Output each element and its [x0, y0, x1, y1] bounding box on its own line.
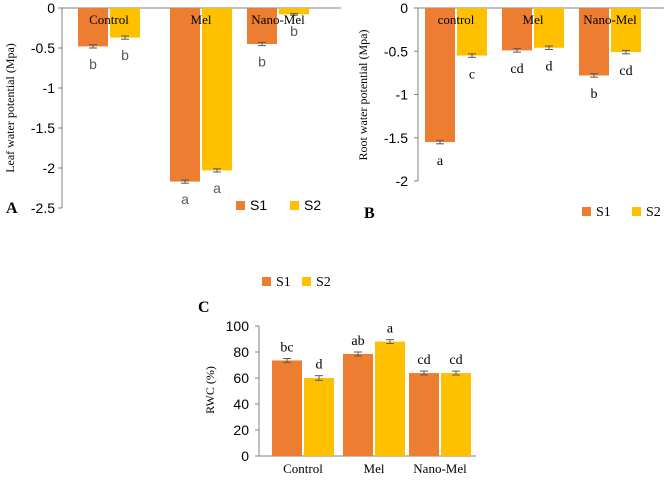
bar-s1-nano-mel [409, 373, 439, 456]
bar-s2-control [110, 8, 140, 38]
significance-letter: b [89, 56, 97, 72]
significance-letter: cd [449, 353, 462, 368]
significance-letter: b [591, 87, 598, 102]
bar-s1-mel [343, 353, 373, 456]
y-axis-title: RWC (%) [203, 366, 217, 414]
legend-label-s2: S2 [646, 205, 661, 220]
significance-letter: a [213, 180, 221, 196]
significance-letter: b [121, 47, 129, 63]
y-tick-label: -2.5 [31, 200, 55, 216]
y-axis-title: Leaf water potential (Mpa) [3, 43, 17, 173]
y-tick-label: 80 [233, 344, 249, 360]
y-tick-label: -1.5 [384, 130, 408, 146]
category-label: Nano-Mel [251, 12, 305, 27]
legend-swatch-s1 [582, 207, 591, 216]
significance-letter: d [316, 358, 323, 373]
legend-label-s1: S1 [596, 205, 611, 220]
significance-letter: ab [351, 334, 364, 349]
y-tick-label: 0 [47, 0, 55, 16]
significance-letter: cd [417, 353, 430, 368]
legend-label-s1: S1 [250, 197, 267, 213]
bar-s1-nano-mel [247, 8, 277, 44]
y-tick-label: -2 [43, 160, 56, 176]
legend-swatch-s2 [632, 207, 641, 216]
panel-label: A [6, 200, 18, 217]
bar-s1-mel [502, 8, 532, 51]
chart-panel-A: 0-0.5-1-1.5-2-2.5bbControlaaMelbbNano-Me… [3, 0, 341, 217]
chart-panel-B: 0 -0.5 -1 -1.5 -2 a c control cd d Mel b cd Nano-Mel R… [356, 0, 664, 222]
bar-s1-control [78, 8, 108, 47]
chart-panel-C: 0 20 40 60 80 100 bc d Control ab a Mel cd cd Nano-Mel… [198, 275, 476, 476]
y-tick-label: -1 [43, 80, 56, 96]
category-label: Nano-Mel [413, 461, 467, 476]
legend-label-s2: S2 [304, 197, 321, 213]
y-tick-label: 100 [226, 318, 250, 334]
y-tick-label: -1.5 [31, 120, 55, 136]
y-tick-label: -0.5 [384, 43, 408, 59]
significance-letter: c [469, 67, 475, 82]
category-label: Mel [523, 12, 544, 27]
significance-letter: b [258, 54, 266, 70]
y-tick-label: 60 [233, 370, 249, 386]
significance-letter: cd [510, 62, 523, 77]
bar-s2-mel [534, 8, 564, 48]
bar-s1-mel [170, 8, 200, 182]
bar-s2-nano-mel [611, 8, 641, 53]
bar-s2-mel [375, 341, 405, 456]
bar-s2-mel [202, 8, 232, 171]
y-tick-label: 40 [233, 396, 249, 412]
bar-s1-control [425, 8, 455, 143]
legend-swatch-s1 [262, 277, 271, 286]
category-label: Mel [191, 12, 212, 27]
bar-s2-control [304, 378, 334, 456]
panel-label: C [198, 299, 210, 316]
significance-letter: a [437, 154, 444, 169]
y-tick-label: -0.5 [31, 40, 55, 56]
significance-letter: b [290, 23, 298, 39]
legend-label-s1: S1 [276, 275, 291, 290]
y-tick-label: -2 [396, 173, 409, 189]
bar-s2-nano-mel [279, 8, 309, 15]
bar-s1-control [272, 360, 302, 456]
significance-letter: d [546, 60, 553, 75]
category-label: Mel [364, 461, 385, 476]
category-label: Control [89, 12, 129, 27]
y-tick-label: 0 [400, 0, 408, 16]
category-label: Nano-Mel [583, 12, 637, 27]
significance-letter: a [181, 191, 189, 207]
legend-label-s2: S2 [316, 275, 331, 290]
significance-letter: cd [619, 64, 632, 79]
significance-letter: a [387, 322, 394, 337]
bar-s1-nano-mel [579, 8, 609, 76]
y-tick-label: -1 [396, 87, 409, 103]
y-axis-title: Root water potential (Mpa) [356, 30, 370, 161]
legend-swatch-s2 [290, 201, 299, 210]
significance-letter: bc [280, 341, 293, 356]
panel-label: B [364, 205, 375, 222]
category-label: Control [283, 461, 323, 476]
legend-swatch-s2 [302, 277, 311, 286]
category-label: control [438, 12, 475, 27]
bar-s2-control [457, 8, 487, 56]
y-tick-label: 20 [233, 422, 249, 438]
bar-s2-nano-mel [441, 373, 471, 456]
legend-swatch-s1 [236, 201, 245, 210]
y-tick-label: 0 [241, 448, 249, 464]
